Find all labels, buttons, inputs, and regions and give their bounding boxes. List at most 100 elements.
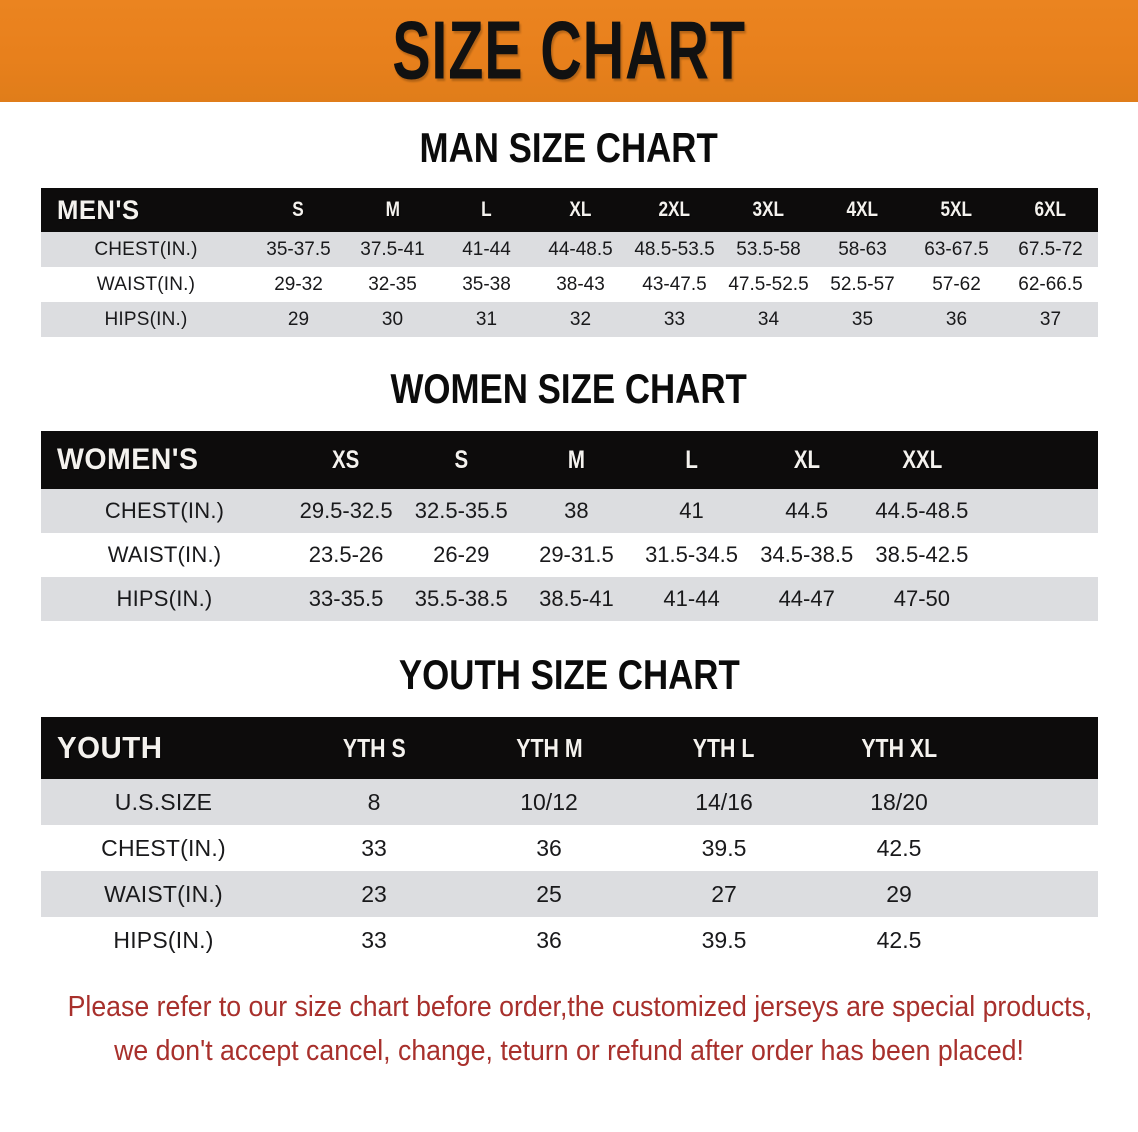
youth-corner-label: YOUTH	[41, 717, 287, 779]
table-row: WAIST(IN.) 29-32 32-35 35-38 38-43 43-47…	[40, 267, 1098, 302]
women-size-table-wrapper: WOMEN'S XS S M L XL XXL CHEST(IN.) 29.5-…	[40, 431, 1098, 621]
women-cell-0-0: 29.5-32.5	[299, 498, 393, 523]
man-cell-1-5: 47.5-52.5	[728, 273, 809, 295]
women-cell-0-4: 44.5	[785, 498, 829, 523]
women-col-3: L	[685, 445, 698, 474]
women-cell-0-5: 44.5-48.5	[875, 498, 969, 523]
women-cell-2-spacer	[980, 577, 1098, 621]
women-table-body: CHEST(IN.) 29.5-32.5 32.5-35.5 38 41 44.…	[40, 489, 1098, 621]
man-cell-0-5: 53.5-58	[736, 238, 801, 260]
youth-cell-3-spacer	[987, 917, 1098, 963]
youth-cell-1-3: 42.5	[876, 834, 922, 861]
women-cell-0-3: 41	[679, 498, 704, 523]
man-cell-2-3: 32	[569, 308, 592, 330]
man-col-7: 5XL	[940, 198, 973, 221]
women-corner-label-text: WOMEN'S	[56, 443, 199, 476]
man-row-2-label: HIPS(IN.)	[104, 308, 188, 330]
women-row-2-label: HIPS(IN.)	[116, 586, 213, 611]
man-col-3: XL	[569, 198, 592, 221]
youth-size-table-wrapper: YOUTH YTH S YTH M YTH L YTH XL U.S.SIZE …	[40, 717, 1098, 963]
table-row: CHEST(IN.) 33 36 39.5 42.5	[40, 825, 1098, 871]
man-section-title-text: MAN SIZE CHART	[419, 124, 719, 171]
man-cell-0-6: 58-63	[838, 238, 887, 260]
man-size-table: MEN'S S M L XL 2XL 3XL 4XL 5XL 6XL CHEST…	[40, 188, 1098, 337]
man-col-1: M	[385, 198, 400, 221]
women-cell-0-1: 32.5-35.5	[414, 498, 508, 523]
man-corner-label: MEN'S	[41, 188, 252, 232]
man-col-4: 2XL	[658, 198, 691, 221]
women-cell-1-1: 26-29	[433, 542, 490, 567]
man-cell-0-7: 63-67.5	[924, 238, 989, 260]
youth-row-1-label: CHEST(IN.)	[101, 834, 226, 861]
table-row: WAIST(IN.) 23 25 27 29	[40, 871, 1098, 917]
man-row-1-label: WAIST(IN.)	[96, 273, 196, 295]
women-cell-0-2: 38	[564, 498, 589, 523]
man-cell-1-6: 52.5-57	[830, 273, 895, 295]
man-cell-0-4: 48.5-53.5	[634, 238, 715, 260]
women-cell-1-4: 34.5-38.5	[760, 542, 854, 567]
man-cell-0-3: 44-48.5	[548, 238, 613, 260]
disclaimer-line-2: we don't accept cancel, change, teturn o…	[114, 1035, 1024, 1067]
women-cell-0-spacer	[980, 489, 1098, 533]
youth-size-table: YOUTH YTH S YTH M YTH L YTH XL U.S.SIZE …	[40, 717, 1098, 963]
women-cell-1-2: 29-31.5	[539, 542, 614, 567]
disclaimer-line-1: Please refer to our size chart before or…	[67, 991, 1093, 1023]
women-cell-1-3: 31.5-34.5	[645, 542, 739, 567]
women-row-1-label: WAIST(IN.)	[107, 542, 222, 567]
header-banner: SIZE CHART	[0, 0, 1138, 102]
table-row: HIPS(IN.) 29 30 31 32 33 34 35 36 37	[40, 302, 1098, 337]
man-cell-1-3: 38-43	[556, 273, 605, 295]
women-cell-2-1: 35.5-38.5	[414, 586, 508, 611]
youth-cell-3-2: 39.5	[701, 926, 747, 953]
youth-row-3-label: HIPS(IN.)	[113, 926, 214, 953]
man-table-body: CHEST(IN.) 35-37.5 37.5-41 41-44 44-48.5…	[40, 232, 1098, 337]
table-row: CHEST(IN.) 35-37.5 37.5-41 41-44 44-48.5…	[40, 232, 1098, 267]
women-cell-2-0: 33-35.5	[308, 586, 384, 611]
women-cell-2-5: 47-50	[893, 586, 951, 611]
women-cell-1-5: 38.5-42.5	[875, 542, 969, 567]
women-cell-2-4: 44-47	[778, 586, 835, 611]
youth-col-0: YTH S	[342, 732, 406, 763]
youth-cell-2-spacer	[987, 871, 1098, 917]
man-cell-2-4: 33	[663, 308, 686, 330]
youth-cell-0-3: 18/20	[870, 788, 928, 815]
table-row: WAIST(IN.) 23.5-26 26-29 29-31.5 31.5-34…	[40, 533, 1098, 577]
women-corner-label: WOMEN'S	[41, 431, 289, 489]
table-row: HIPS(IN.) 33-35.5 35.5-38.5 38.5-41 41-4…	[40, 577, 1098, 621]
women-section-title: WOMEN SIZE CHART	[0, 365, 1138, 413]
man-col-8: 6XL	[1034, 198, 1067, 221]
man-cell-2-8: 37	[1039, 308, 1062, 330]
women-row-0-label: CHEST(IN.)	[104, 498, 225, 523]
youth-cell-2-0: 23	[361, 880, 387, 907]
youth-cell-0-0: 8	[367, 788, 381, 815]
man-cell-0-1: 37.5-41	[360, 238, 425, 260]
man-cell-1-0: 29-32	[274, 273, 323, 295]
man-col-0: S	[292, 198, 305, 221]
youth-row-2-label: WAIST(IN.)	[104, 880, 223, 907]
man-cell-0-2: 41-44	[462, 238, 511, 260]
youth-cell-3-0: 33	[361, 926, 387, 953]
man-table-header: MEN'S S M L XL 2XL 3XL 4XL 5XL 6XL	[40, 188, 1098, 232]
youth-col-1: YTH M	[515, 732, 583, 763]
man-cell-0-8: 67.5-72	[1018, 238, 1083, 260]
man-col-5: 3XL	[752, 198, 785, 221]
man-cell-1-4: 43-47.5	[642, 273, 707, 295]
man-cell-1-8: 62-66.5	[1018, 273, 1083, 295]
table-row: U.S.SIZE 8 10/12 14/16 18/20	[40, 779, 1098, 825]
youth-section-title: YOUTH SIZE CHART	[0, 651, 1138, 699]
youth-cell-2-3: 29	[886, 880, 912, 907]
youth-cell-3-3: 42.5	[876, 926, 922, 953]
women-col-2: M	[567, 445, 585, 474]
man-cell-1-1: 32-35	[368, 273, 417, 295]
youth-cell-3-1: 36	[536, 926, 562, 953]
youth-cell-2-2: 27	[711, 880, 737, 907]
man-row-0-label: CHEST(IN.)	[94, 238, 198, 260]
youth-cell-0-spacer	[987, 779, 1098, 825]
youth-cell-1-1: 36	[536, 834, 562, 861]
youth-section-title-text: YOUTH SIZE CHART	[398, 651, 740, 698]
women-cell-1-0: 23.5-26	[308, 542, 384, 567]
table-header-row: YOUTH YTH S YTH M YTH L YTH XL	[40, 717, 1098, 779]
man-cell-2-7: 36	[945, 308, 968, 330]
women-cell-2-2: 38.5-41	[539, 586, 614, 611]
women-section-title-text: WOMEN SIZE CHART	[390, 365, 748, 412]
